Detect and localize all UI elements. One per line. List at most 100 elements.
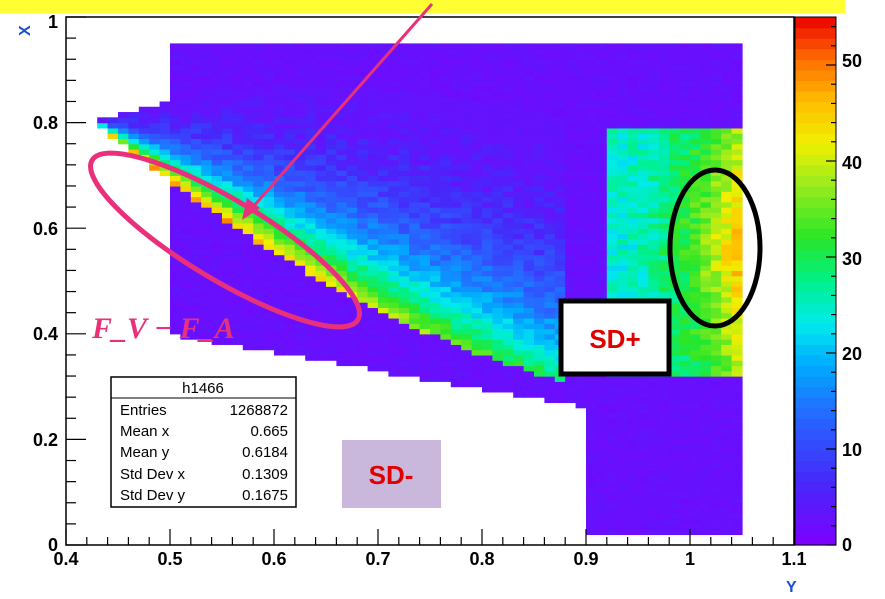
heatmap-cell [409, 48, 421, 55]
heatmap-cell [378, 207, 389, 213]
heatmap-cell [700, 127, 712, 134]
heatmap-cell [554, 149, 566, 155]
heatmap-cell [492, 249, 504, 256]
heatmap-cell [502, 275, 514, 282]
heatmap-cell [315, 212, 327, 219]
heatmap-cell [565, 212, 577, 219]
heatmap-cell [315, 281, 327, 287]
heatmap-cell [617, 481, 629, 488]
heatmap-cell [586, 291, 597, 298]
heatmap-cell [606, 439, 618, 446]
heatmap-cell [575, 64, 587, 71]
heatmap-cell [378, 344, 389, 351]
heatmap-cell [658, 407, 670, 414]
heatmap-cell [180, 217, 192, 224]
heatmap-cell [638, 112, 649, 118]
heatmap-cell [575, 85, 587, 92]
heatmap-cell [721, 307, 733, 314]
heatmap-cell [648, 286, 660, 293]
heatmap-cell [357, 53, 369, 60]
heatmap-cell [357, 90, 369, 97]
heatmap-cell [669, 43, 681, 50]
heatmap-cell [326, 117, 337, 124]
heatmap-cell [180, 281, 192, 287]
heatmap-cell [170, 101, 181, 108]
heatmap-cell [710, 344, 722, 351]
heatmap-cell [357, 302, 369, 308]
heatmap-cell [721, 106, 733, 113]
heatmap-cell [357, 233, 369, 240]
heatmap-cell [294, 180, 306, 187]
heatmap-cell [388, 80, 400, 87]
heatmap-cell [617, 154, 629, 161]
heatmap-cell [523, 207, 535, 213]
heatmap-cell [627, 465, 639, 472]
heatmap-cell [222, 296, 233, 303]
heatmap-cell [440, 149, 452, 155]
heatmap-cell [336, 222, 348, 229]
heatmap-cell [627, 413, 639, 419]
heatmap-cell [305, 217, 317, 224]
heatmap-cell [315, 138, 327, 145]
heatmap-cell [232, 127, 244, 134]
heatmap-cell [606, 523, 618, 530]
heatmap-cell [346, 286, 358, 293]
heatmap-cell [534, 48, 545, 55]
heatmap-cell [596, 407, 608, 414]
heatmap-cell [284, 80, 296, 87]
heatmap-cell [492, 207, 504, 213]
heatmap-cell [222, 75, 233, 81]
heatmap-cell [450, 143, 462, 150]
heatmap-cell [461, 238, 473, 245]
heatmap-cell [648, 386, 660, 393]
heatmap-cell [305, 143, 317, 150]
heatmap-cell [274, 154, 285, 161]
heatmap-cell [700, 149, 712, 155]
heatmap-cell [201, 154, 213, 161]
heatmap-cell [211, 217, 223, 224]
heatmap-cell [658, 53, 670, 60]
heatmap-cell [627, 80, 639, 87]
heatmap-cell [315, 196, 327, 203]
heatmap-cell [565, 244, 577, 250]
heatmap-cell [170, 75, 181, 81]
heatmap-cell [190, 228, 202, 235]
heatmap-cell [586, 159, 597, 166]
heatmap-cell [700, 159, 712, 166]
heatmap-cell [471, 101, 483, 108]
heatmap-cell [586, 75, 597, 81]
heatmap-cell [409, 238, 421, 245]
heatmap-cell [440, 317, 452, 324]
heatmap-cell [690, 333, 701, 340]
heatmap-cell [242, 328, 254, 335]
heatmap-cell [575, 175, 587, 182]
heatmap-cell [253, 164, 265, 171]
heatmap-cell [284, 53, 296, 60]
heatmap-cell [201, 159, 213, 166]
heatmap-cell [721, 518, 733, 525]
heatmap-cell [326, 170, 337, 176]
heatmap-cell [253, 64, 265, 71]
heatmap-cell [461, 180, 473, 187]
heatmap-cell [513, 112, 525, 118]
heatmap-cell [606, 212, 618, 219]
heatmap-cell [721, 344, 733, 351]
heatmap-cell [554, 96, 566, 103]
heatmap-cell [513, 127, 525, 134]
heatmap-cell [149, 164, 161, 171]
heatmap-cell [586, 164, 597, 171]
heatmap-cell [409, 175, 421, 182]
heatmap-cell [357, 43, 369, 50]
heatmap-cell [482, 138, 493, 145]
heatmap-cell [710, 228, 722, 235]
colorbar-swatch [795, 365, 836, 377]
heatmap-cell [450, 101, 462, 108]
heatmap-cell [170, 207, 181, 213]
heatmap-cell [502, 85, 514, 92]
heatmap-cell [138, 149, 150, 155]
heatmap-cell [606, 249, 618, 256]
heatmap-cell [586, 106, 597, 113]
heatmap-cell [669, 201, 681, 208]
heatmap-cell [523, 365, 535, 372]
heatmap-cell [222, 180, 233, 187]
